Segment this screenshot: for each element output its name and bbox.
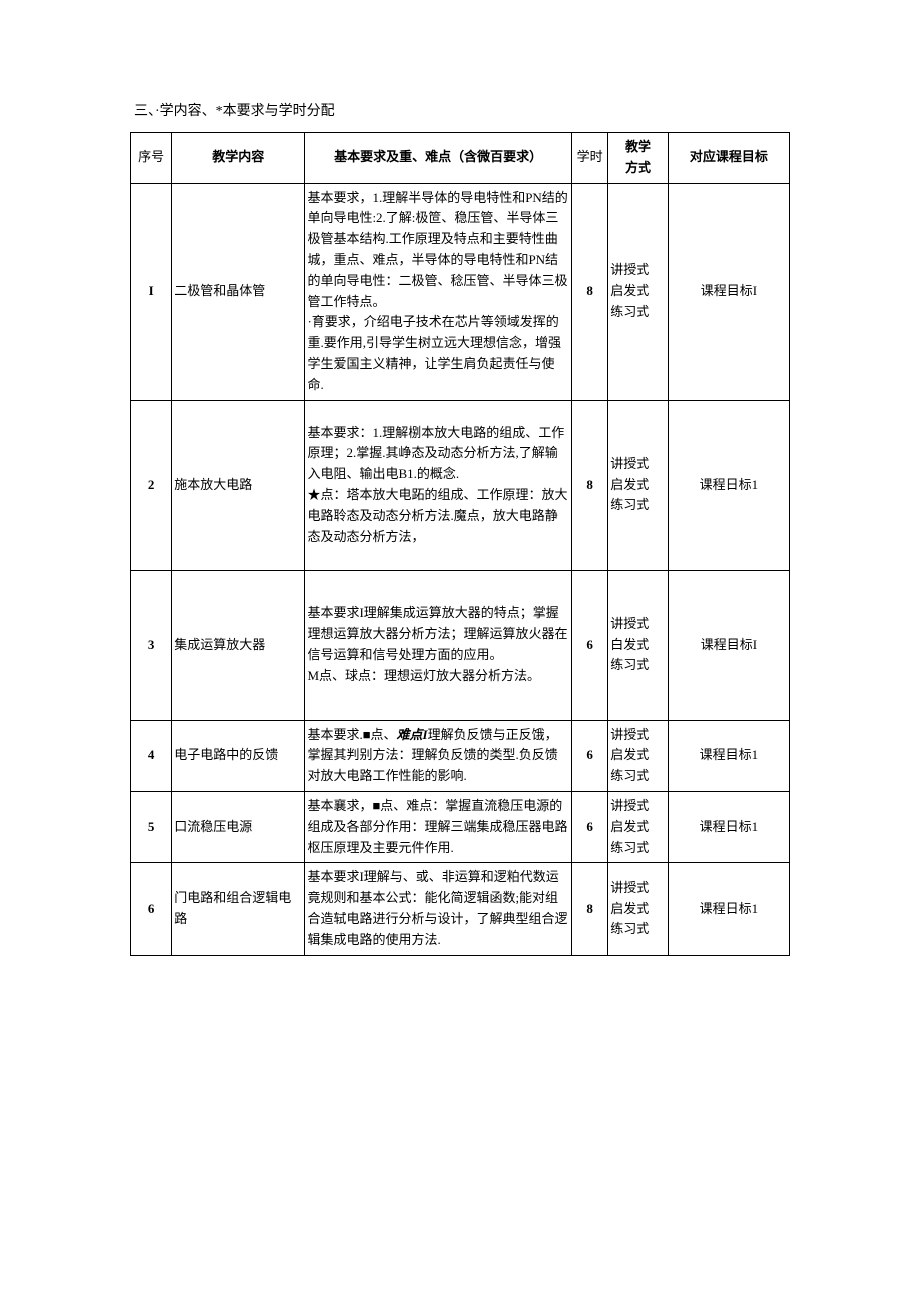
cell-method: 讲授式 启发式 练习式 (608, 791, 669, 862)
cell-goal: 课程目标I (668, 570, 789, 720)
header-req: 基本要求及重、难点（含微百要求） (305, 133, 572, 184)
table-row: I 二极管和晶体管 基本要求，1.理解半导体的导电特性和PN结的单向导电性:2.… (131, 183, 790, 400)
cell-hours: 8 (571, 400, 607, 570)
cell-topic: 口流稳压电源 (172, 791, 305, 862)
cell-topic: 集成运算放大器 (172, 570, 305, 720)
header-method: 教学 方式 (608, 133, 669, 184)
cell-req-mixed: 基本要求.■点、难点I理解负反馈与正反饿，掌握其判别方法：理解负反馈的类型.负反… (305, 720, 572, 791)
cell-seq: I (131, 183, 172, 400)
cell-hours: 6 (571, 720, 607, 791)
cell-req: 基本要求，1.理解半导体的导电特性和PN结的单向导电性:2.了解:极笸、稳压管、… (305, 183, 572, 400)
table-row: 3 集成运算放大器 基本要求I理解集成运算放大器的特点；掌握理想运算放大器分析方… (131, 570, 790, 720)
cell-req: 基本要求：1.理解㭭本放大电路的组成、工作原理；2.掌握.其峥态及动态分析方法,… (305, 400, 572, 570)
cell-seq: 4 (131, 720, 172, 791)
cell-goal: 课程目标I (668, 183, 789, 400)
req-bold: 难点I (397, 727, 428, 742)
cell-seq: 3 (131, 570, 172, 720)
cell-hours: 8 (571, 863, 607, 955)
table-header-row: 序号 教学内容 基本要求及重、难点（含微百要求） 学时 教学 方式 对应课程目标 (131, 133, 790, 184)
cell-method: 讲授式 启发式 练习式 (608, 400, 669, 570)
cell-topic: 电子电路中的反馈 (172, 720, 305, 791)
cell-topic: 施本放大电路 (172, 400, 305, 570)
cell-method: 讲授式 白发式 练习式 (608, 570, 669, 720)
cell-topic: 门电路和组合逻辑电路 (172, 863, 305, 955)
header-topic: 教学内容 (172, 133, 305, 184)
cell-req: 基本要求I理解集成运算放大器的特点；掌握理想运算放大器分析方法；理解运算放火器在… (305, 570, 572, 720)
header-seq: 序号 (131, 133, 172, 184)
cell-method: 讲授式 启发式 练习式 (608, 720, 669, 791)
table-row: 4 电子电路中的反馈 基本要求.■点、难点I理解负反馈与正反饿，掌握其判别方法：… (131, 720, 790, 791)
req-prefix: 基本要求.■点、 (307, 727, 396, 742)
cell-hours: 6 (571, 791, 607, 862)
cell-seq: 5 (131, 791, 172, 862)
cell-req: 基本要求I理解与、或、非运算和逻粕代数运竟规则和基本公式：能化简逻辑函数;能对组… (305, 863, 572, 955)
cell-topic: 二极管和晶体管 (172, 183, 305, 400)
table-row: 2 施本放大电路 基本要求：1.理解㭭本放大电路的组成、工作原理；2.掌握.其峥… (131, 400, 790, 570)
cell-goal: 课程目标1 (668, 720, 789, 791)
table-row: 5 口流稳压电源 基本襄求，■点、难点：掌握直流稳压电源的组成及各部分作用：理解… (131, 791, 790, 862)
header-goal: 对应课程目标 (668, 133, 789, 184)
cell-goal: 课程日标1 (668, 791, 789, 862)
cell-hours: 8 (571, 183, 607, 400)
cell-goal: 课程日标1 (668, 863, 789, 955)
cell-method: 讲授式 启发式 练习式 (608, 863, 669, 955)
cell-seq: 2 (131, 400, 172, 570)
cell-goal: 课程日标1 (668, 400, 789, 570)
header-hours: 学时 (571, 133, 607, 184)
cell-req: 基本襄求，■点、难点：掌握直流稳压电源的组成及各部分作用：理解三端集成稳压器电路… (305, 791, 572, 862)
cell-hours: 6 (571, 570, 607, 720)
cell-seq: 6 (131, 863, 172, 955)
section-heading: 三、·学内容、*本要求与学时分配 (130, 100, 790, 120)
cell-method: 讲授式 启发式 练习式 (608, 183, 669, 400)
table-row: 6 门电路和组合逻辑电路 基本要求I理解与、或、非运算和逻粕代数运竟规则和基本公… (131, 863, 790, 955)
syllabus-table: 序号 教学内容 基本要求及重、难点（含微百要求） 学时 教学 方式 对应课程目标… (130, 132, 790, 956)
